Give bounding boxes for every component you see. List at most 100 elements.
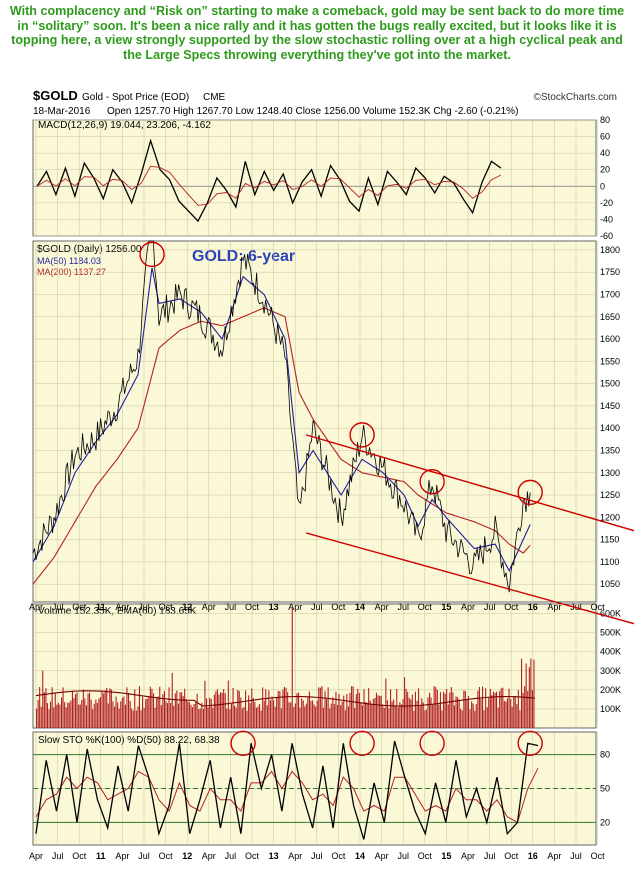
volume-bar (81, 700, 83, 728)
volume-bar (283, 686, 285, 728)
volume-bar (457, 697, 459, 728)
volume-bar (357, 688, 359, 728)
volume-bar (530, 658, 532, 728)
volume-bar (371, 704, 373, 728)
volume-bar (397, 707, 399, 728)
volume-bar (360, 702, 362, 728)
price-x-tick-label: Jul (311, 602, 323, 612)
volume-bar (274, 706, 276, 728)
volume-bar (53, 707, 55, 728)
stochastic-x-tick-label: Jul (570, 851, 582, 861)
volume-bar (513, 696, 515, 728)
volume-bar (396, 689, 398, 728)
volume-bar (355, 694, 357, 728)
volume-bar (67, 702, 69, 728)
stochastic-k-line (35, 740, 539, 840)
price-x-tick-label: 16 (528, 602, 538, 612)
volume-bar (332, 697, 334, 728)
volume-bar (305, 703, 307, 728)
price-x-tick-label: 15 (441, 602, 451, 612)
volume-bar (254, 702, 256, 728)
volume-bar (159, 686, 161, 728)
volume-bar (220, 692, 222, 728)
volume-bar (238, 690, 240, 728)
volume-bar (209, 697, 211, 728)
stochastic-x-tick-label: Jul (397, 851, 409, 861)
volume-bar (438, 704, 440, 728)
volume-bar (424, 710, 426, 728)
price-x-tick-label: 13 (269, 602, 279, 612)
volume-bar (308, 691, 310, 728)
macd-y-tick-label: 20 (600, 165, 610, 175)
volume-bar (312, 700, 314, 728)
volume-bar (121, 697, 123, 728)
gold-chart: $GOLD Gold - Spot Price (EOD) CME ©Stock… (29, 88, 634, 861)
volume-bar (167, 703, 169, 728)
price-y-tick-label: 1450 (600, 401, 620, 411)
volume-bar (216, 689, 218, 728)
volume-bar (482, 686, 484, 728)
volume-bar (496, 691, 498, 728)
stochastic-x-tick-label: 13 (269, 851, 279, 861)
volume-bar (162, 694, 164, 728)
volume-bar (354, 707, 356, 728)
volume-bar (391, 701, 393, 728)
volume-bar (383, 707, 385, 728)
price-y-tick-label: 1100 (600, 557, 619, 567)
volume-bar (124, 704, 126, 728)
volume-bar (237, 689, 239, 728)
volume-bar (92, 709, 94, 728)
sto-y-tick-label: 50 (600, 784, 610, 794)
volume-bar (45, 688, 47, 728)
volume-bar (157, 696, 159, 728)
volume-bar (39, 687, 41, 728)
volume-bar (149, 686, 151, 728)
price-x-tick-label: Oct (504, 602, 519, 612)
volume-bar (349, 692, 351, 728)
volume-bar (51, 687, 53, 728)
volume-bar (369, 700, 371, 728)
volume-bar (201, 702, 203, 728)
volume-bar (76, 692, 78, 728)
volume-bar (160, 705, 162, 728)
volume-bar (374, 698, 376, 728)
volume-bar (170, 703, 172, 728)
volume-bar (259, 704, 261, 728)
price-y-tick-label: 1350 (600, 445, 620, 455)
volume-bar (260, 710, 262, 728)
volume-bar (252, 698, 254, 728)
stochastic-x-tick-label: Oct (159, 851, 174, 861)
volume-bar (304, 706, 306, 728)
volume-bar (196, 693, 198, 728)
volume-bar (390, 689, 392, 728)
volume-bar (375, 692, 377, 728)
volume-bar (502, 687, 504, 728)
volume-bar (257, 706, 259, 728)
price-y-tick-label: 1300 (600, 468, 620, 478)
volume-bar (106, 687, 108, 728)
volume-bar (433, 686, 435, 728)
stochastic-x-tick-label: Oct (331, 851, 346, 861)
volume-bar (181, 692, 183, 728)
volume-bar (393, 699, 395, 728)
volume-bar (302, 700, 304, 728)
price-x-tick-label: Apr (288, 602, 302, 612)
volume-bar (472, 703, 474, 728)
price-x-tick-label: Jul (225, 602, 237, 612)
volume-bar (400, 704, 402, 728)
volume-bar (265, 689, 267, 728)
price-x-tick-label: Oct (418, 602, 433, 612)
volume-bar (407, 691, 409, 728)
volume-bar (441, 710, 443, 728)
volume-bar (478, 687, 480, 728)
volume-bar (248, 695, 250, 728)
volume-bar (335, 691, 337, 728)
volume-bar (439, 692, 441, 728)
volume-bar (117, 702, 119, 728)
volume-bar (514, 696, 516, 728)
stochastic-x-tick-label: Apr (115, 851, 129, 861)
volume-bar (61, 697, 63, 728)
price-x-tick-label: 12 (182, 602, 192, 612)
volume-bar (310, 700, 312, 728)
volume-bar (510, 698, 512, 728)
